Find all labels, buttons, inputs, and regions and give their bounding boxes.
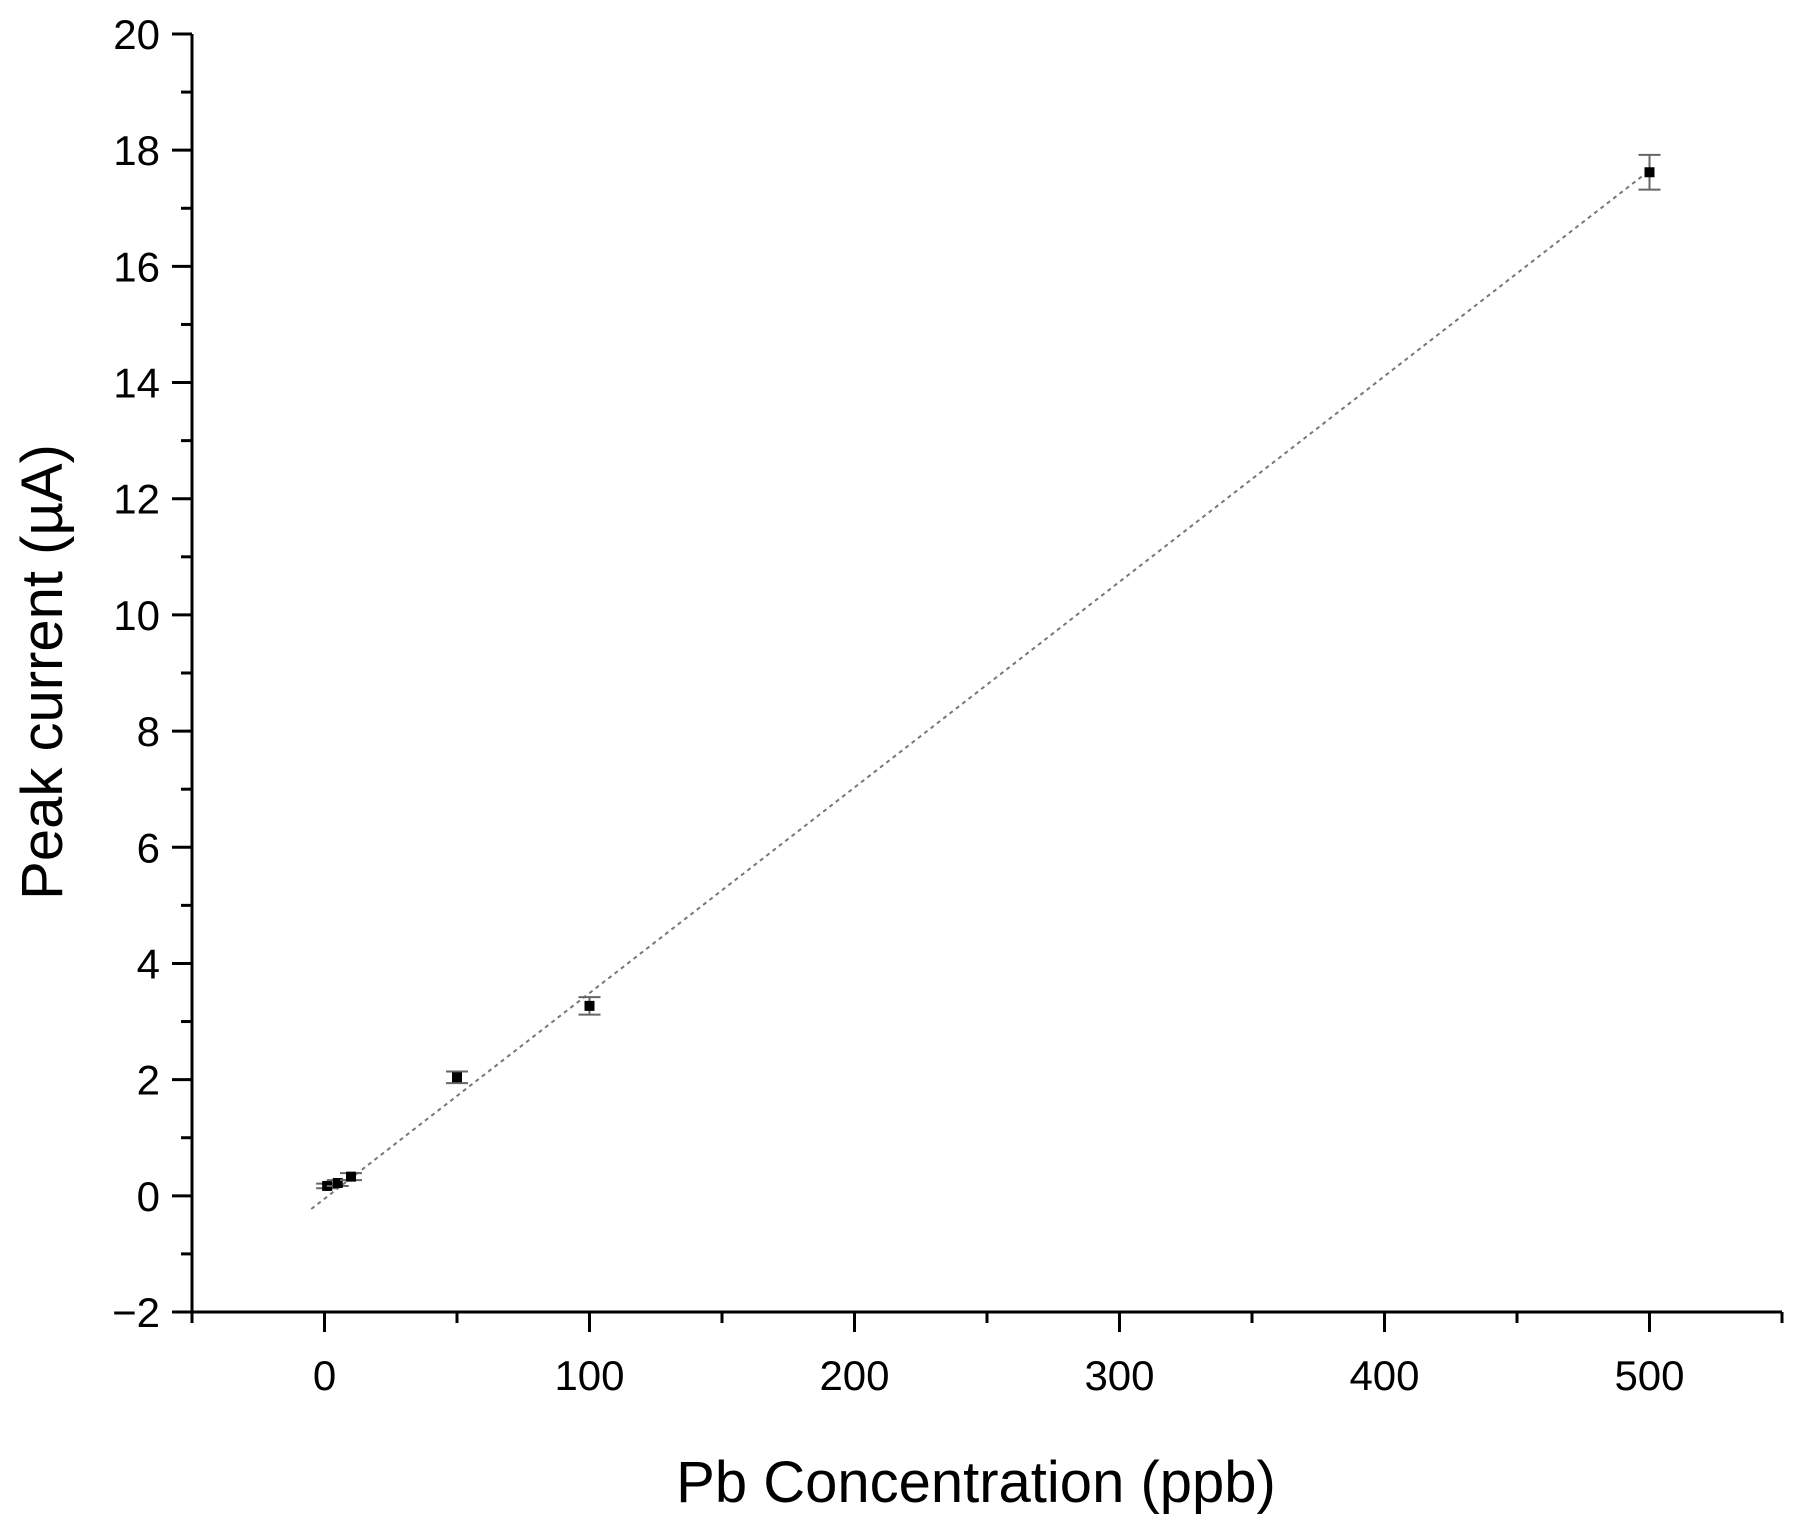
fit-line xyxy=(310,169,1651,1210)
y-tick-label: 14 xyxy=(113,360,160,407)
data-points-layer xyxy=(316,153,1661,1191)
y-tick-label: 2 xyxy=(137,1057,160,1104)
axes: 0 100 200 300 400 500 −2 0 2 4 6 8 10 12 14 16 18 20 xyxy=(112,11,1784,1399)
y-axis-title: Peak current (µA) xyxy=(10,444,75,900)
x-tick-label: 400 xyxy=(1349,1352,1419,1399)
x-tick-label: 200 xyxy=(819,1352,889,1399)
data-point xyxy=(1644,167,1655,178)
x-tick-label: 100 xyxy=(554,1352,624,1399)
y-tick-label: 20 xyxy=(113,11,160,58)
data-point xyxy=(452,1072,462,1083)
x-tick-label: 500 xyxy=(1614,1352,1684,1399)
y-tick-label: 8 xyxy=(137,708,160,755)
x-tick-label: 300 xyxy=(1084,1352,1154,1399)
y-tick-label: 16 xyxy=(113,243,160,290)
data-point xyxy=(346,1171,356,1182)
data-point xyxy=(332,1178,343,1189)
fit-line-layer xyxy=(310,169,1651,1210)
y-tick-label: 18 xyxy=(113,127,160,174)
x-axis-title: Pb Concentration (ppb) xyxy=(676,1450,1276,1515)
y-tick-label: 4 xyxy=(137,940,160,987)
data-point xyxy=(584,1000,595,1011)
y-tick-label: 0 xyxy=(137,1173,160,1220)
x-tick-label: 0 xyxy=(313,1352,336,1399)
y-tick-label: 6 xyxy=(137,824,160,871)
y-tick-label: −2 xyxy=(112,1289,160,1336)
y-tick-label: 12 xyxy=(113,476,160,523)
y-tick-label: 10 xyxy=(113,592,160,639)
